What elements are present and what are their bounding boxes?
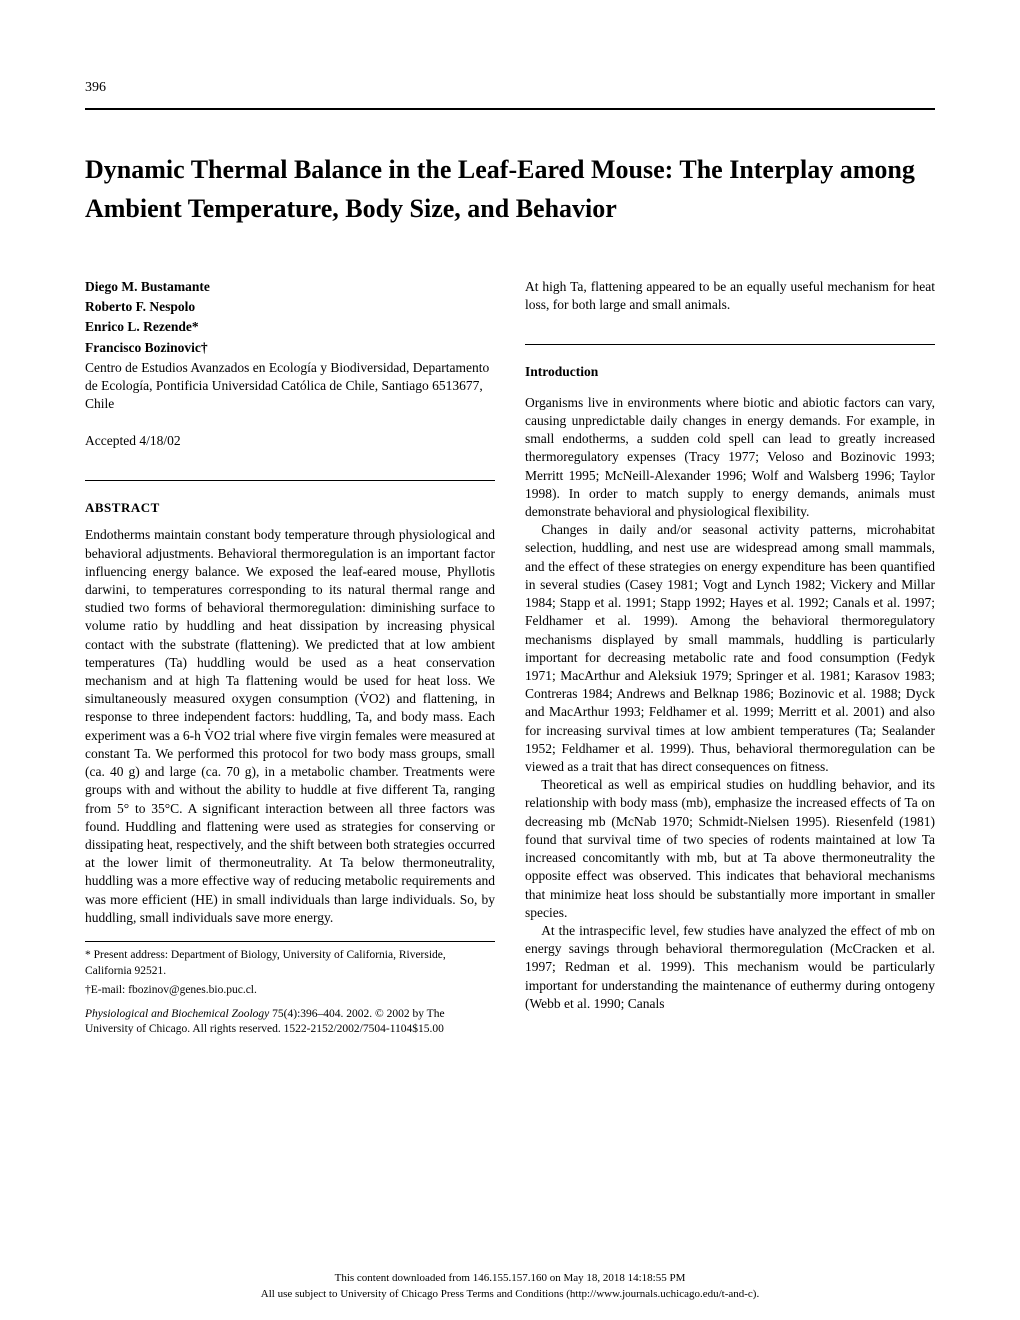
author-name: Francisco Bozinovic† [85,339,495,357]
footnotes: * Present address: Department of Biology… [85,948,495,1038]
affiliation-text: Centro de Estudios Avanzados en Ecología… [85,359,495,414]
download-line: All use subject to University of Chicago… [0,1287,1020,1302]
left-column: Diego M. Bustamante Roberto F. Nespolo E… [85,278,495,1042]
intro-paragraph: At the intraspecific level, few studies … [525,922,935,1013]
section-rule [525,344,935,345]
author-name: Diego M. Bustamante [85,278,495,296]
abstract-continuation: At high Ta, flattening appeared to be an… [525,278,935,314]
intro-paragraph: Theoretical as well as empirical studies… [525,776,935,922]
download-line: This content downloaded from 146.155.157… [0,1271,1020,1286]
author-name: Enrico L. Rezende* [85,318,495,336]
intro-paragraph: Organisms live in environments where bio… [525,394,935,522]
right-column: At high Ta, flattening appeared to be an… [525,278,935,1042]
download-footer: This content downloaded from 146.155.157… [0,1271,1020,1302]
footnote-citation: Physiological and Biochemical Zoology 75… [85,1007,495,1038]
abstract-text: Endotherms maintain constant body temper… [85,526,495,927]
abstract-body: Endotherms maintain constant body temper… [85,526,495,927]
footnote-rule [85,941,495,942]
header-rule [85,108,935,110]
page-number: 396 [85,80,935,96]
footnote-email: †E-mail: fbozinov@genes.bio.puc.cl. [85,983,495,999]
footnote-address: * Present address: Department of Biology… [85,948,495,979]
article-title: Dynamic Thermal Balance in the Leaf-Eare… [85,150,935,228]
abstract-heading: ABSTRACT [85,499,495,517]
introduction-heading: Introduction [525,363,935,381]
accepted-date: Accepted 4/18/02 [85,432,495,450]
introduction-body: Organisms live in environments where bio… [525,394,935,1013]
two-column-layout: Diego M. Bustamante Roberto F. Nespolo E… [85,278,935,1042]
author-name: Roberto F. Nespolo [85,298,495,316]
section-rule [85,480,495,481]
intro-paragraph: Changes in daily and/or seasonal activit… [525,521,935,776]
